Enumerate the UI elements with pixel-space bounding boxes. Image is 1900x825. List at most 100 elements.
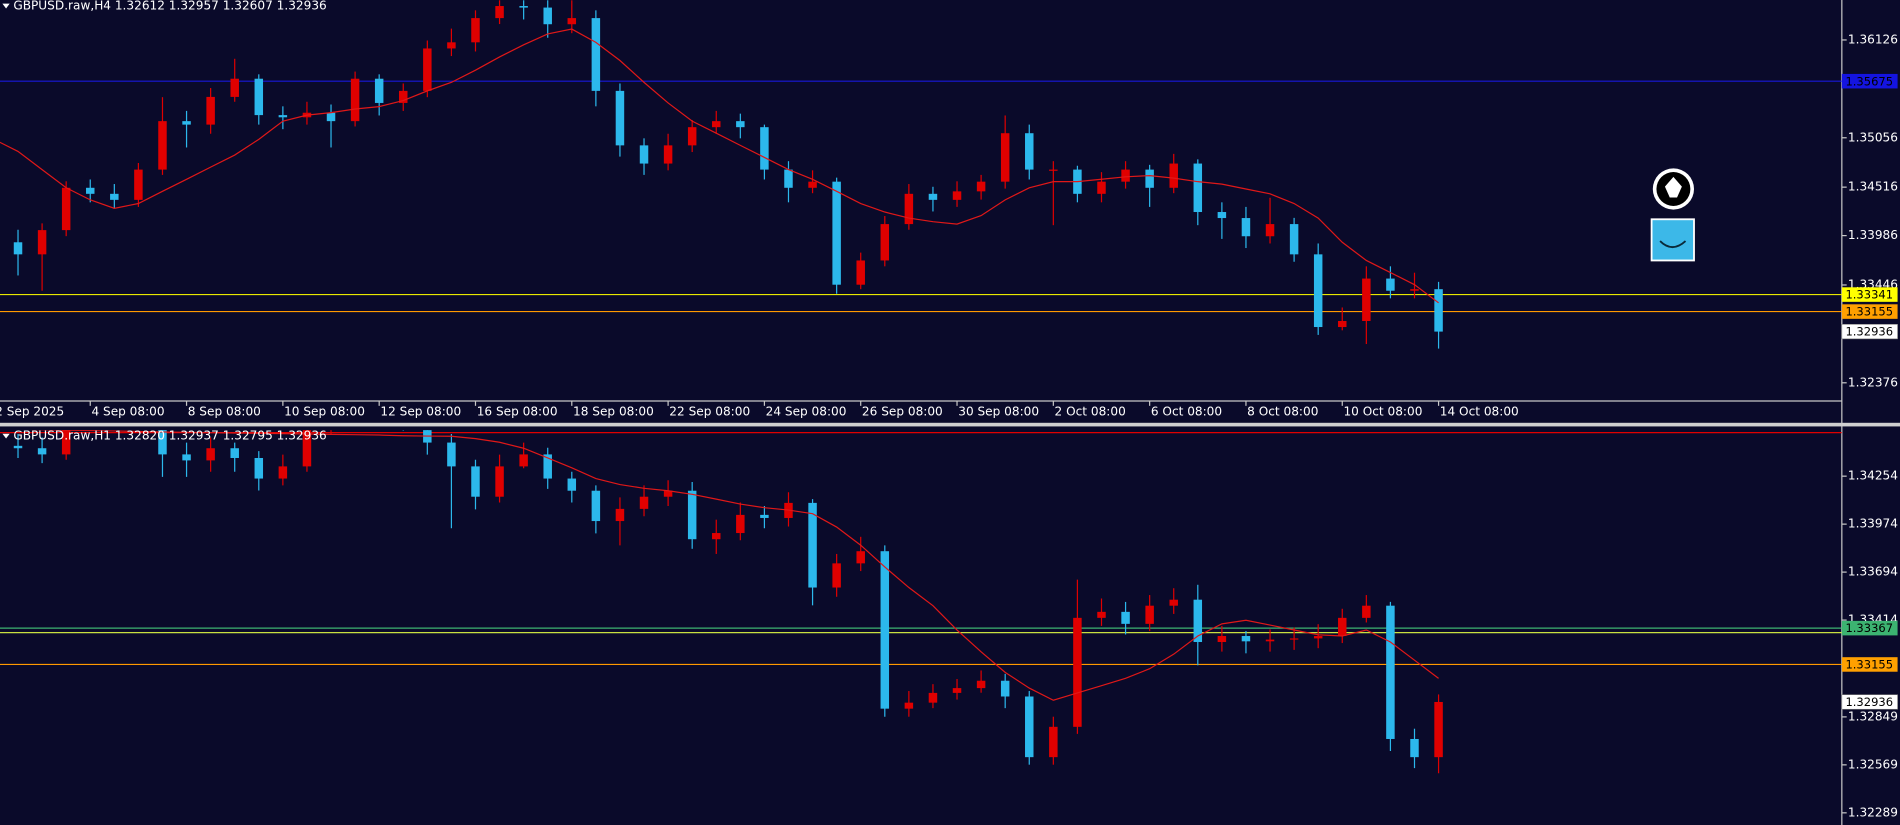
- candle-body: [447, 42, 456, 49]
- panel-separator: [0, 422, 1900, 427]
- candle-body: [230, 448, 239, 458]
- plot-area: [0, 430, 1842, 774]
- x-tick-label: 26 Sep 08:00: [862, 404, 943, 418]
- level-label: 1.33341: [1845, 288, 1893, 302]
- candle-body: [1049, 726, 1058, 758]
- candle-body: [880, 551, 890, 709]
- candle-body: [687, 127, 697, 146]
- candle-body: [639, 496, 649, 509]
- candle-body: [302, 430, 312, 467]
- candle-body: [856, 260, 865, 285]
- y-tick-label: 1.33694: [1848, 565, 1898, 579]
- candle-body: [495, 6, 504, 19]
- level-label: 1.33155: [1845, 658, 1893, 672]
- level-label-bg: [1841, 657, 1898, 672]
- plot-area: [0, 0, 1842, 349]
- last-price-label: 1.32936: [1845, 695, 1893, 709]
- moving-average: [0, 28, 1439, 304]
- candle-body: [1169, 599, 1178, 606]
- candle-body: [784, 169, 793, 188]
- candle-body: [663, 145, 673, 164]
- candle-body: [952, 688, 962, 693]
- candle-body: [86, 187, 95, 194]
- candle-body: [1410, 289, 1419, 291]
- y-tick-label: 1.33974: [1848, 517, 1898, 531]
- candle-body: [832, 563, 841, 588]
- candle-body: [1025, 133, 1034, 170]
- candle-body: [1169, 163, 1178, 188]
- candle-body: [1434, 701, 1443, 758]
- y-tick-label: 1.36126: [1848, 32, 1898, 46]
- chart-title: GBPUSD.raw,H1 1.32820 1.32937 1.32795 1.…: [13, 429, 326, 443]
- candle-body: [1121, 169, 1130, 182]
- y-tick-label: 1.32289: [1848, 805, 1898, 819]
- title-arrow: [2, 3, 10, 9]
- candle-body: [639, 145, 649, 164]
- candle-body: [760, 127, 769, 170]
- candle-body: [1265, 224, 1275, 237]
- candle-body: [374, 78, 384, 103]
- candle-body: [1362, 278, 1371, 321]
- candle-body: [615, 508, 625, 522]
- candle-body: [495, 466, 504, 497]
- level-label: 1.33367: [1845, 621, 1893, 635]
- level-label: 1.35675: [1845, 74, 1893, 88]
- candle-body: [1097, 611, 1106, 618]
- candle-body: [663, 490, 673, 497]
- candle-body: [904, 702, 914, 709]
- candle-body: [1097, 181, 1106, 194]
- candle-body: [543, 7, 552, 25]
- candle-body: [1193, 599, 1203, 643]
- candle-body: [182, 121, 191, 125]
- candle-body: [591, 490, 601, 522]
- candle-body: [976, 680, 986, 689]
- x-tick-label: 16 Sep 08:00: [477, 404, 558, 418]
- candle-body: [976, 181, 986, 192]
- candle-body: [712, 121, 721, 128]
- smile-icon-bg: [1650, 218, 1695, 262]
- x-tick-label: 8 Oct 08:00: [1247, 404, 1318, 418]
- candle-body: [471, 466, 480, 497]
- x-tick-label: 10 Oct 08:00: [1343, 404, 1422, 418]
- candle-body: [61, 187, 71, 231]
- candle-body: [928, 193, 938, 200]
- candle-body: [832, 181, 841, 285]
- candle-body: [808, 502, 817, 588]
- candle-body: [326, 112, 336, 122]
- candle-body: [952, 191, 962, 200]
- candle-body: [1362, 605, 1371, 618]
- candle-body: [1289, 224, 1299, 255]
- y-tick-label: 1.34516: [1848, 180, 1898, 194]
- x-tick-label: 6 Oct 08:00: [1151, 404, 1222, 418]
- candle-body: [13, 242, 23, 255]
- candle-body: [1289, 638, 1299, 640]
- x-tick-label: 14 Oct 08:00: [1440, 404, 1519, 418]
- candle-body: [615, 90, 625, 146]
- candle-body: [1000, 680, 1010, 697]
- candle-body: [110, 193, 119, 200]
- x-tick-label: 24 Sep 08:00: [766, 404, 847, 418]
- candle-body: [13, 445, 23, 449]
- level-label-bg: [1841, 73, 1898, 89]
- candle-body: [687, 490, 697, 540]
- candle-body: [1265, 639, 1275, 642]
- x-tick-label: 12 Sep 08:00: [380, 404, 461, 418]
- x-tick-label: 22 Sep 08:00: [669, 404, 750, 418]
- x-tick-label: 2 Oct 08:00: [1055, 404, 1126, 418]
- candle-body: [230, 78, 239, 97]
- candle-body: [1386, 605, 1395, 739]
- candle-body: [1025, 696, 1034, 758]
- y-tick-label: 1.32569: [1848, 757, 1898, 771]
- y-tick-label: 1.32849: [1848, 709, 1898, 723]
- candle-body: [567, 18, 577, 25]
- pen-tool-button[interactable]: [1652, 168, 1695, 210]
- x-tick-label: 18 Sep 08:00: [573, 404, 654, 418]
- candle-body: [447, 442, 456, 467]
- candle-body: [1241, 636, 1251, 642]
- candle-body: [1145, 605, 1154, 624]
- smile-button[interactable]: [1650, 218, 1695, 262]
- candle-body: [206, 448, 215, 461]
- y-tick-label: 1.32376: [1848, 375, 1898, 389]
